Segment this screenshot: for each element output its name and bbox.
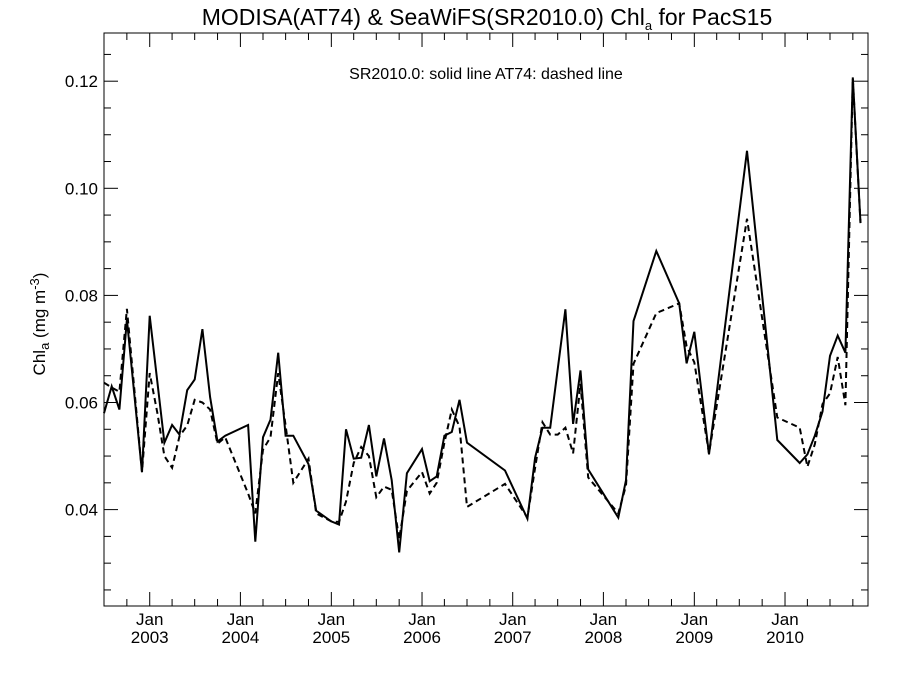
y-axis-label-subscript: a [37, 342, 52, 350]
x-tick-label-year: 2006 [403, 628, 441, 647]
y-axis-label-unit: (mg m [30, 290, 49, 343]
x-tick-label-month: Jan [499, 610, 526, 629]
x-tick-label-year: 2004 [221, 628, 259, 647]
series-layer [103, 77, 862, 553]
chart-title-subscript: a [645, 18, 653, 33]
chart-annotation: SR2010.0: solid line AT74: dashed line [349, 66, 623, 83]
x-tick-label-year: 2008 [584, 628, 622, 647]
y-axis-label-superscript: -3 [27, 278, 42, 290]
y-tick-label: 0.06 [65, 394, 98, 413]
chart-title: MODISA(AT74) & SeaWiFS(SR2010.0) Chla fo… [202, 4, 773, 33]
chart-title-tail: for PacS15 [652, 4, 772, 30]
x-tick-label-month: Jan [681, 610, 708, 629]
axes: 0.040.060.080.100.12Jan2003Jan2004Jan200… [65, 33, 868, 647]
x-tick-label-month: Jan [408, 610, 435, 629]
x-tick-label-month: Jan [771, 610, 798, 629]
plot-frame [103, 32, 869, 607]
series-line-at74 [103, 78, 862, 540]
x-tick-label-month: Jan [227, 610, 254, 629]
x-tick-label-month: Jan [590, 610, 617, 629]
x-tick-label-month: Jan [136, 610, 163, 629]
y-axis-label-close: ) [30, 273, 49, 279]
chart-title-main: MODISA(AT74) & SeaWiFS(SR2010.0) Chl [202, 4, 645, 30]
x-tick-label-year: 2010 [766, 628, 804, 647]
y-tick-label: 0.10 [65, 179, 98, 198]
y-tick-label: 0.04 [65, 501, 98, 520]
y-tick-label: 0.08 [65, 286, 98, 305]
x-tick-label-year: 2007 [494, 628, 532, 647]
y-tick-label: 0.12 [65, 72, 98, 91]
x-tick-label-year: 2009 [675, 628, 713, 647]
x-tick-label-month: Jan [318, 610, 345, 629]
series-line-sr2010-0 [103, 77, 862, 553]
y-axis-label-main: Chl [30, 350, 49, 376]
y-axis-label: Chla (mg m-3) [27, 273, 52, 376]
x-tick-label-year: 2005 [312, 628, 350, 647]
x-tick-label-year: 2003 [131, 628, 169, 647]
